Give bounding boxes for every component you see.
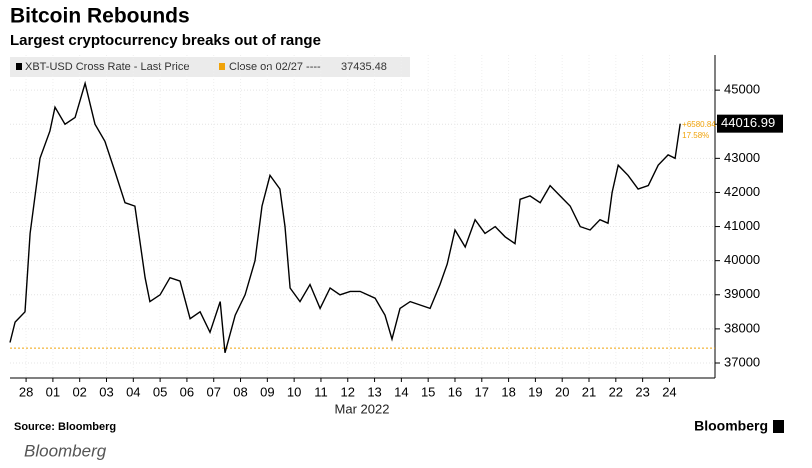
x-tick-label: 20 <box>555 384 569 399</box>
y-tick-label: 38000 <box>724 320 760 335</box>
price-line <box>9 80 681 353</box>
legend-label: XBT-USD Cross Rate - Last Price <box>25 61 189 73</box>
x-tick-label: 10 <box>287 384 301 399</box>
x-tick-label: 23 <box>635 384 649 399</box>
x-tick-label: 02 <box>72 384 86 399</box>
legend-label: Close on 02/27 ---- <box>229 61 321 73</box>
x-tick-label: 14 <box>394 384 408 399</box>
x-tick-label: 04 <box>126 384 140 399</box>
y-tick-label: 42000 <box>724 184 760 199</box>
logo-icon <box>773 420 784 433</box>
chart-title: Bitcoin Rebounds <box>10 5 190 28</box>
legend-box <box>10 57 410 77</box>
x-tick-label: 01 <box>46 384 60 399</box>
x-tick-label: 19 <box>528 384 542 399</box>
x-tick-label: 18 <box>501 384 515 399</box>
legend-value: 37435.48 <box>341 61 387 73</box>
x-tick-label: 09 <box>260 384 274 399</box>
x-tick-label: 21 <box>582 384 596 399</box>
last-value-box <box>717 114 783 133</box>
y-tick-label: 39000 <box>724 286 760 301</box>
x-tick-label: 07 <box>206 384 220 399</box>
caption: Bloomberg <box>24 441 107 460</box>
legend-swatch <box>219 63 225 70</box>
x-tick-label: 24 <box>662 384 676 399</box>
x-tick-label: 16 <box>448 384 462 399</box>
x-tick-label: 03 <box>99 384 113 399</box>
x-tick-label: 22 <box>609 384 623 399</box>
logo: Bloomberg <box>694 418 768 434</box>
y-tick-label: 45000 <box>724 82 760 97</box>
x-tick-label: 12 <box>341 384 355 399</box>
y-tick-label: 37000 <box>724 354 760 369</box>
x-tick-label: 15 <box>421 384 435 399</box>
y-tick-label: 40000 <box>724 252 760 267</box>
x-tick-label: 17 <box>475 384 489 399</box>
y-tick-label: 41000 <box>724 218 760 233</box>
x-tick-label: 08 <box>233 384 247 399</box>
change-label: +6580.84 <box>682 120 716 129</box>
last-value-label: 44016.99 <box>721 115 775 130</box>
x-axis-label: Mar 2022 <box>335 401 390 416</box>
x-tick-label: 06 <box>180 384 194 399</box>
legend-swatch <box>16 63 22 70</box>
x-tick-label: 05 <box>153 384 167 399</box>
change-pct-label: 17.58% <box>682 131 709 140</box>
chart-subtitle: Largest cryptocurrency breaks out of ran… <box>10 32 321 49</box>
x-tick-label: 28 <box>19 384 33 399</box>
x-tick-label: 13 <box>367 384 381 399</box>
source: Source: Bloomberg <box>14 421 116 433</box>
y-tick-label: 43000 <box>724 150 760 165</box>
x-tick-label: 11 <box>314 384 328 399</box>
